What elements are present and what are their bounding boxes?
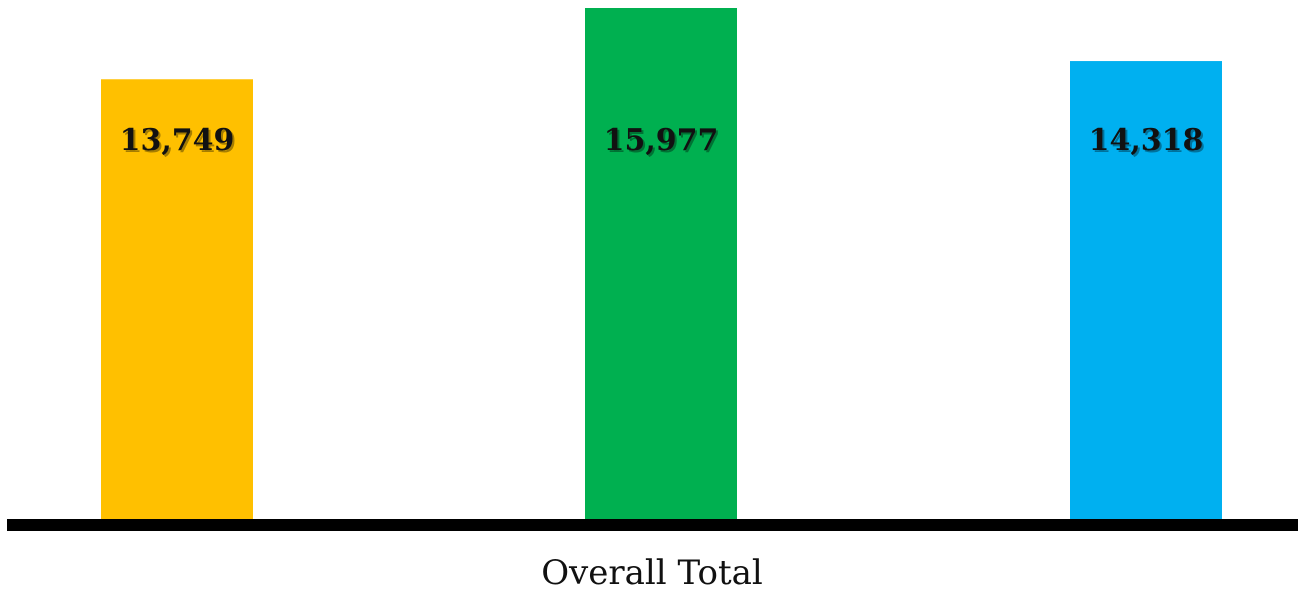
data-label-shadow-3: 14,318 <box>1091 125 1206 160</box>
bar-3 <box>1070 61 1222 520</box>
bars-group <box>101 8 1222 520</box>
x-axis-line <box>7 519 1298 531</box>
x-axis-label: Overall Total <box>541 553 763 593</box>
data-label-2: 15,977 <box>604 123 719 158</box>
data-label-1: 13,749 <box>120 123 235 158</box>
data-label-shadow-1: 13,749 <box>122 125 237 160</box>
data-label-3: 14,318 <box>1089 123 1204 158</box>
data-label-shadow-2: 15,977 <box>606 125 721 160</box>
bar-1 <box>101 79 253 519</box>
bar-2 <box>585 8 737 519</box>
